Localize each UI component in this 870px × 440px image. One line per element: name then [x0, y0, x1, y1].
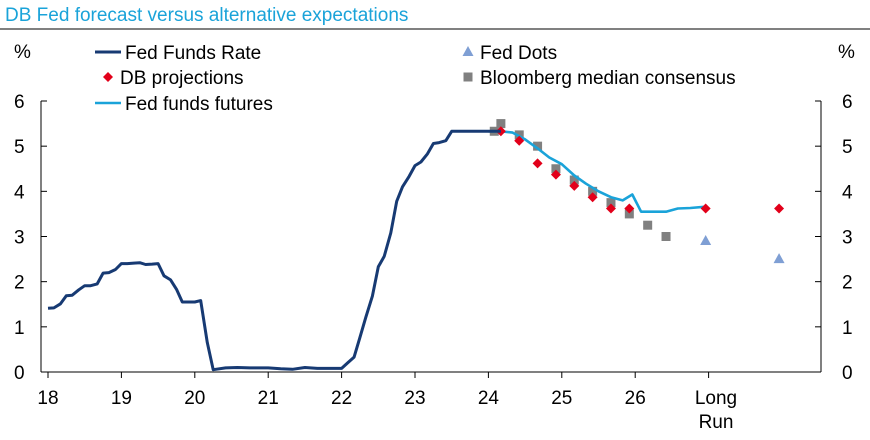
legend-label: Fed Dots [480, 43, 557, 64]
bloomberg-consensus-point [496, 119, 506, 129]
x-tick-label: 24 [478, 388, 500, 409]
db-projection-point [605, 203, 616, 214]
db-projection-point [700, 203, 711, 214]
plot-area [47, 119, 785, 372]
fed-dots-point [700, 235, 712, 246]
bloomberg-consensus-point [551, 164, 561, 174]
y-tick-label-right: 2 [842, 273, 853, 294]
y-tick-label-right: 6 [842, 92, 853, 113]
x-tick-label: 21 [258, 388, 279, 409]
db-projection-point [587, 192, 598, 203]
legend-swatch [103, 72, 113, 82]
y-tick-label-right: 0 [842, 363, 853, 384]
x-tick-label: 23 [404, 388, 425, 409]
bloomberg-consensus-point [588, 186, 598, 196]
db-projection-point [569, 180, 580, 191]
bloomberg-consensus-point [643, 220, 653, 230]
legend: Fed Funds Rate DB projections Fed funds fu… [95, 43, 736, 115]
db-projection-point [514, 135, 525, 146]
x-tick-label-long-run-line-1: Long [695, 388, 737, 409]
db-projection-point [532, 158, 543, 169]
x-tick-label: 18 [37, 388, 58, 409]
legend-swatch [462, 46, 474, 56]
x-tick-label: 26 [625, 388, 646, 409]
y-tick-label-right: 5 [842, 137, 853, 158]
y-axis-unit-left: % [14, 42, 31, 63]
x-tick-label: 25 [551, 388, 572, 409]
fed-dots-point [773, 253, 785, 264]
bloomberg-consensus-point [624, 209, 634, 219]
legend-swatch [463, 72, 473, 82]
chart-title: DB Fed forecast versus alternative expec… [5, 5, 408, 26]
x-tick-label: 22 [331, 388, 352, 409]
y-tick-label-right: 4 [842, 182, 853, 203]
db-projection-point [774, 203, 785, 214]
fed-funds-rate-line [47, 129, 501, 372]
y-axis-unit-right: % [838, 42, 855, 63]
axes: 0 01 12 23 34 45 56 618 19 20 21 22 23 24 25 26 [14, 92, 853, 409]
db-projection-point [624, 203, 635, 214]
y-tick-label-left: 3 [14, 228, 25, 249]
y-tick-label-right: 3 [842, 228, 853, 249]
y-tick-label-left: 6 [14, 92, 25, 113]
y-tick-label-left: 1 [14, 318, 25, 339]
y-tick-label-left: 0 [14, 363, 25, 384]
bloomberg-consensus-point [533, 141, 543, 151]
x-tick-label: 20 [184, 388, 205, 409]
legend-label: DB projections [120, 68, 244, 89]
legend-label: Fed funds futures [125, 94, 273, 115]
legend-label: Bloomberg median consensus [480, 68, 736, 89]
fed-funds-futures-line [488, 130, 706, 213]
y-tick-label-left: 4 [14, 182, 25, 203]
legend-label: Fed Funds Rate [125, 43, 261, 64]
y-tick-label-left: 2 [14, 273, 25, 294]
x-tick-label: 19 [111, 388, 132, 409]
y-tick-label-right: 1 [842, 318, 853, 339]
x-tick-label-long-run-line-2: Run [699, 412, 734, 433]
y-tick-label-left: 5 [14, 137, 25, 158]
bloomberg-consensus-point [569, 175, 579, 185]
db-projection-point [550, 169, 561, 180]
bloomberg-consensus-point [661, 232, 671, 241]
bloomberg-consensus-point [606, 198, 616, 208]
